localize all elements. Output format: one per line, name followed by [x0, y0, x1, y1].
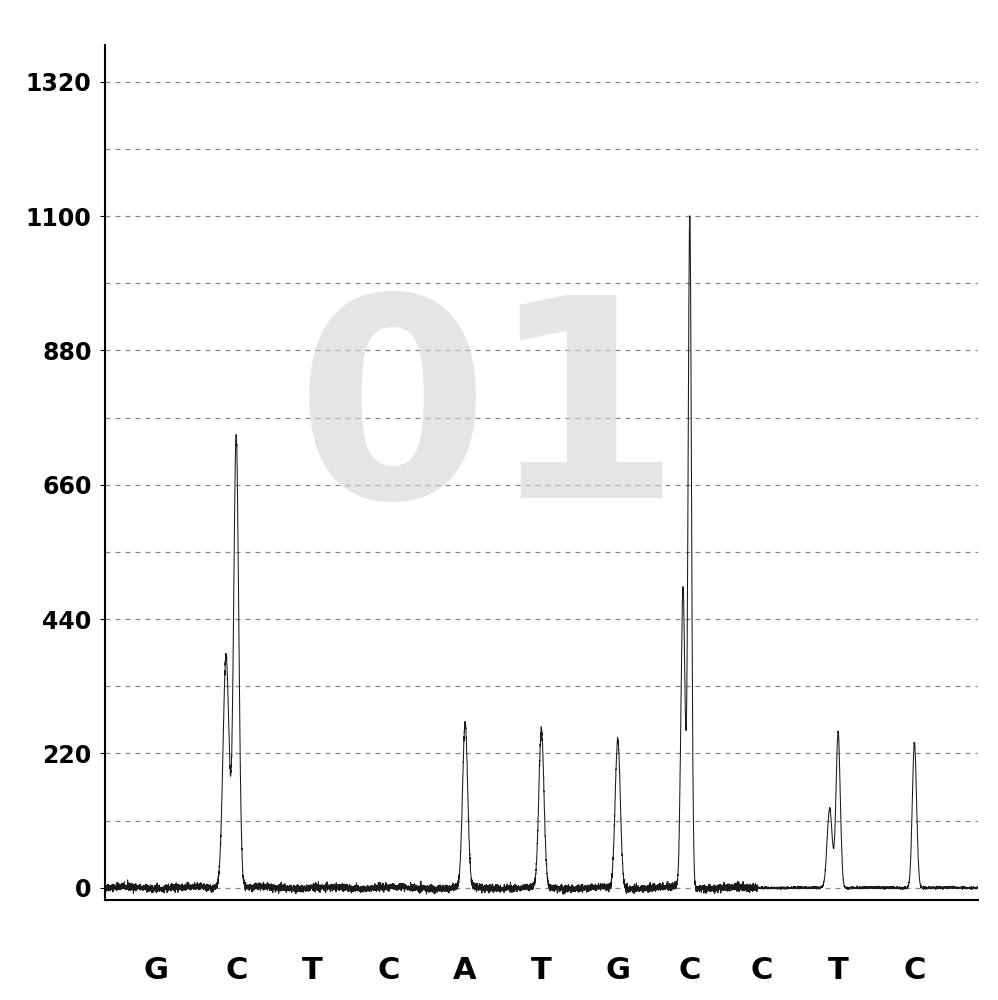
Text: 01: 01 — [295, 286, 683, 556]
Text: C: C — [750, 956, 773, 985]
Text: T: T — [827, 956, 848, 985]
Text: C: C — [377, 956, 400, 985]
Text: C: C — [225, 956, 248, 985]
Text: T: T — [302, 956, 323, 985]
Text: T: T — [531, 956, 552, 985]
Text: C: C — [903, 956, 925, 985]
Text: C: C — [679, 956, 701, 985]
Text: G: G — [143, 956, 168, 985]
Text: G: G — [605, 956, 630, 985]
Text: A: A — [453, 956, 477, 985]
